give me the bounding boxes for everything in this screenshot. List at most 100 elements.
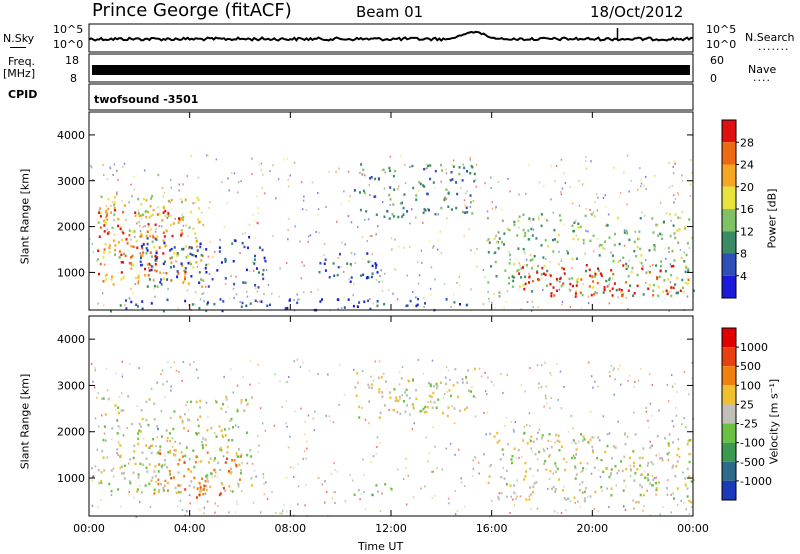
power-speckle: [623, 244, 626, 247]
power-speckle: [491, 301, 493, 304]
power-cell: [670, 286, 673, 289]
velocity-cell: [532, 440, 535, 443]
velocity-speckle: [420, 487, 422, 490]
velocity-speckle: [537, 431, 539, 434]
power-cell: [257, 286, 260, 289]
power-speckle: [390, 237, 393, 240]
power-speckle: [434, 187, 436, 189]
power-cell: [661, 237, 664, 240]
power-speckle: [187, 235, 189, 238]
velocity-speckle: [334, 502, 336, 504]
velocity-cell: [496, 431, 499, 435]
power-cell: [140, 214, 143, 217]
power-cell: [147, 223, 150, 226]
velocity-cell: [177, 463, 180, 466]
power-speckle: [375, 233, 377, 236]
power-speckle: [368, 183, 370, 186]
power-speckle: [249, 270, 251, 273]
power-speckle: [627, 308, 629, 311]
velocity-speckle: [161, 369, 164, 372]
velocity-cell: [636, 468, 639, 471]
velocity-speckle: [332, 421, 335, 424]
power-cell: [146, 249, 149, 252]
power-cell: [138, 214, 141, 218]
power-speckle: [674, 163, 676, 165]
power-cell: [106, 214, 109, 217]
velocity-cell: [206, 477, 209, 480]
power-cell: [397, 215, 400, 219]
velocity-cell: [435, 406, 438, 410]
velocity-speckle: [674, 382, 676, 385]
power-speckle: [613, 166, 615, 169]
power-cell: [548, 273, 551, 276]
power-speckle: [381, 169, 384, 172]
velocity-cell: [174, 486, 177, 489]
velocity-speckle: [676, 390, 678, 393]
velocity-speckle: [127, 493, 130, 496]
power-cell: [532, 218, 535, 221]
power-speckle: [103, 173, 105, 176]
velocity-cell: [412, 379, 414, 382]
power-cell: [188, 226, 191, 229]
velocity-cell: [202, 492, 205, 496]
power-cell: [657, 294, 660, 297]
power-cell: [423, 168, 426, 171]
power-cell: [673, 232, 676, 235]
velocity-speckle: [633, 507, 635, 510]
power-cell: [517, 219, 520, 222]
power-cell: [520, 267, 523, 270]
velocity-speckle: [565, 509, 567, 512]
velocity-speckle: [536, 458, 539, 461]
power-speckle: [359, 171, 361, 174]
power-cell: [458, 172, 461, 176]
velocity-speckle: [170, 416, 172, 419]
velocity-cell: [240, 469, 242, 472]
power-cell: [324, 269, 327, 272]
velocity-cell: [166, 436, 169, 440]
power-cell: [559, 277, 562, 281]
power-cell: [262, 277, 265, 281]
power-cell: [213, 302, 216, 306]
velocity-cell: [129, 481, 132, 485]
power-speckle: [258, 300, 261, 303]
velocity-speckle: [274, 373, 276, 376]
velocity-speckle: [547, 439, 549, 442]
velocity-speckle: [222, 455, 225, 458]
velocity-speckle: [230, 368, 232, 371]
velocity-speckle: [478, 367, 481, 370]
power-speckle: [205, 285, 207, 288]
power-cell: [473, 172, 476, 176]
velocity-cell: [659, 457, 661, 460]
power-speckle: [493, 252, 495, 255]
power-speckle: [221, 181, 223, 184]
velocity-cell: [415, 397, 418, 401]
power-speckle: [394, 268, 397, 271]
velocity-speckle: [474, 415, 477, 418]
velocity-cell: [204, 438, 207, 441]
power-speckle: [104, 275, 107, 278]
power-speckle: [672, 194, 675, 197]
velocity-cell: [381, 391, 384, 394]
power-cell: [531, 290, 534, 293]
velocity-speckle: [92, 380, 94, 383]
power-cell: [224, 259, 227, 262]
power-speckle: [152, 265, 155, 268]
velocity-cell: [432, 385, 435, 388]
velocity-cell: [589, 438, 592, 442]
velocity-cell: [222, 487, 225, 490]
power-speckle: [608, 283, 611, 286]
power-speckle: [540, 277, 543, 280]
velocity-speckle: [275, 512, 277, 515]
velocity-cell: [647, 478, 650, 482]
power-speckle: [140, 218, 142, 220]
power-cell: [606, 285, 609, 288]
velocity-cell: [168, 439, 171, 443]
velocity-cell: [620, 460, 622, 463]
velocity-speckle: [528, 495, 530, 498]
velocity-cell: [461, 381, 464, 384]
power-cell: [113, 201, 116, 204]
velocity-speckle: [477, 461, 480, 464]
velocity-speckle: [523, 425, 526, 428]
power-speckle: [668, 162, 670, 164]
power-cell: [153, 245, 156, 249]
